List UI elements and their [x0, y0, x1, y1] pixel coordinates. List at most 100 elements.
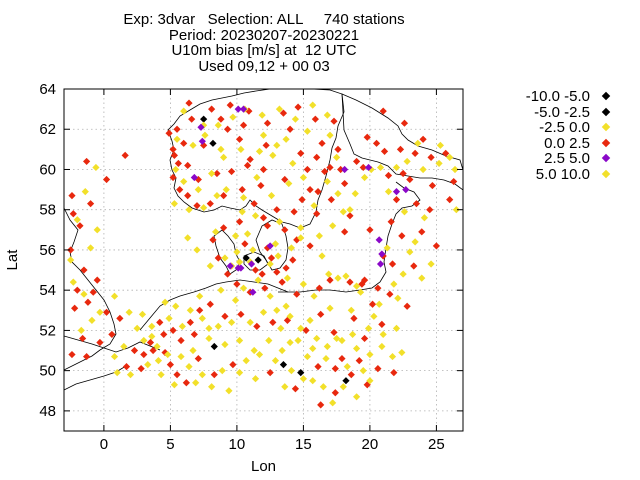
legend-marker-diamond-icon — [601, 122, 611, 132]
station-point — [299, 280, 307, 288]
station-point — [165, 129, 173, 137]
station-point — [287, 244, 296, 252]
station-point — [80, 266, 88, 274]
station-point — [126, 371, 135, 379]
station-point — [178, 322, 186, 330]
station-point — [321, 167, 329, 176]
station-point — [275, 105, 284, 113]
legend-marker-diamond-icon — [601, 169, 611, 178]
station-point — [285, 179, 293, 188]
station-point — [282, 302, 290, 310]
station-point — [419, 135, 427, 143]
station-point — [238, 208, 246, 216]
station-point — [294, 336, 302, 345]
coastline-britain — [63, 207, 117, 371]
station-point — [334, 274, 342, 282]
station-point — [254, 256, 262, 264]
station-point — [326, 304, 334, 312]
station-point — [263, 244, 272, 252]
station-point — [225, 387, 233, 395]
station-point — [226, 101, 234, 109]
station-point — [200, 115, 208, 123]
station-point — [88, 316, 96, 324]
station-point — [226, 262, 234, 270]
station-point — [170, 381, 178, 389]
station-point — [412, 200, 421, 208]
station-point — [208, 169, 216, 178]
station-point — [331, 389, 339, 397]
station-point — [267, 192, 276, 200]
station-point — [379, 330, 387, 339]
station-point — [390, 280, 398, 288]
station-point — [346, 212, 354, 220]
station-point — [386, 290, 394, 298]
station-point — [180, 107, 188, 115]
station-point — [172, 165, 180, 174]
station-point — [263, 222, 272, 230]
station-point — [283, 274, 292, 282]
station-point — [170, 200, 178, 208]
legend-label: -2.5 0.0 — [539, 119, 590, 136]
station-point — [427, 260, 435, 268]
station-point — [342, 377, 350, 385]
station-point — [214, 254, 222, 262]
station-point — [271, 240, 280, 248]
station-point — [419, 165, 427, 174]
station-point — [83, 157, 91, 166]
legend-marker-diamond-icon — [601, 91, 611, 101]
y-tick-label: 56 — [39, 242, 56, 259]
station-point — [246, 318, 254, 326]
title-line-period: Period: 20230207-20230221 — [168, 26, 360, 44]
station-point — [410, 262, 418, 270]
station-point — [241, 240, 249, 248]
station-point — [206, 300, 214, 308]
station-point — [140, 336, 148, 345]
y-tick-label: 60 — [39, 161, 56, 178]
station-point — [290, 208, 298, 216]
station-point — [446, 153, 454, 161]
station-point — [297, 369, 305, 377]
station-point — [259, 308, 268, 316]
station-point — [243, 230, 252, 238]
station-point — [166, 361, 174, 369]
station-point — [286, 312, 294, 320]
station-point — [122, 363, 131, 371]
station-point — [286, 125, 294, 133]
station-point — [323, 177, 331, 186]
station-point — [238, 185, 246, 194]
station-point — [206, 262, 214, 270]
station-point — [388, 260, 397, 268]
station-point — [144, 361, 152, 369]
station-point — [193, 246, 201, 254]
axis-ticks: 0 5 10 15 20 25 48 50 52 54 56 58 60 62 64 — [39, 81, 463, 453]
station-point — [235, 336, 244, 345]
station-point — [234, 105, 242, 113]
station-point — [68, 350, 76, 359]
station-point — [299, 173, 307, 182]
station-point — [331, 365, 339, 373]
y-tick-label: 54 — [39, 282, 56, 299]
station-point — [322, 354, 330, 363]
station-point — [269, 318, 277, 326]
station-point — [242, 254, 250, 262]
station-point — [173, 125, 181, 133]
station-point — [93, 226, 101, 234]
coastline-continent — [139, 279, 289, 331]
station-point — [411, 238, 419, 246]
station-point — [330, 328, 338, 337]
station-point — [149, 346, 157, 355]
station-point — [102, 175, 111, 184]
station-point — [281, 175, 289, 184]
station-point — [338, 336, 346, 345]
station-point — [337, 165, 345, 174]
title-line-used: Used 09,12 + 00 03 — [198, 57, 330, 75]
station-point — [368, 300, 377, 308]
station-point — [217, 286, 225, 294]
station-point — [350, 314, 358, 322]
station-point — [221, 340, 229, 349]
station-point — [392, 196, 401, 204]
station-point — [353, 157, 361, 166]
station-point — [398, 348, 406, 357]
station-point — [233, 248, 241, 256]
station-point — [206, 200, 214, 208]
